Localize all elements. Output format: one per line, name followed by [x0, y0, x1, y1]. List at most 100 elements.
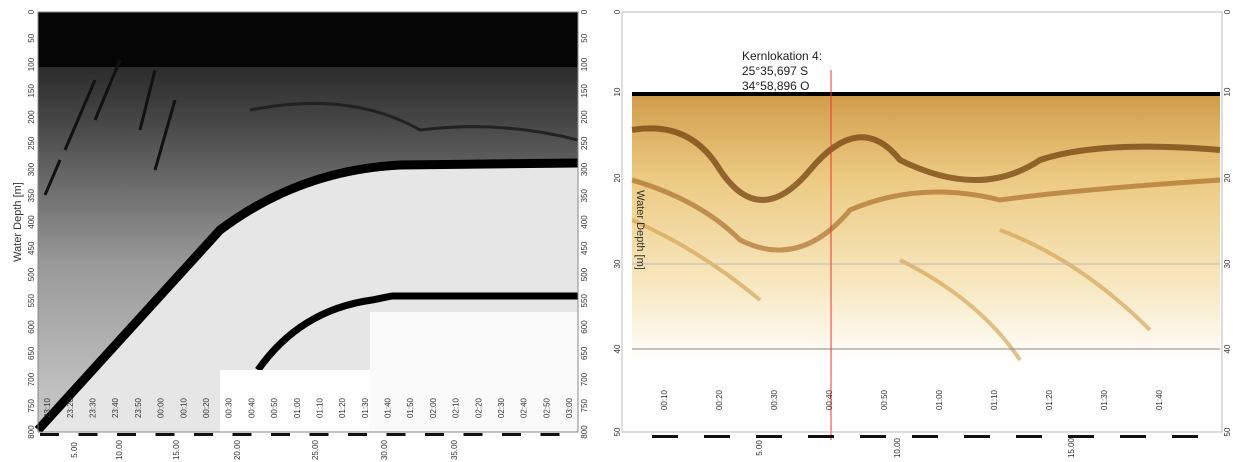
time-label: 00:30	[770, 389, 779, 410]
depth-tick-label: 600	[580, 320, 589, 334]
depth-tick-label: 750	[27, 399, 36, 413]
depth-tick-label: 400	[580, 215, 589, 229]
depth-tick-label: 300	[580, 162, 589, 176]
depth-tick-label: 200	[27, 110, 36, 124]
scale-bar	[704, 435, 730, 438]
depth-tick-label: 400	[27, 215, 36, 229]
time-label: 01:10	[990, 389, 999, 410]
time-label: 00:30	[225, 397, 234, 418]
scale-bar	[964, 435, 990, 438]
distance-label: 15.00	[172, 439, 181, 460]
time-label: 23:40	[111, 397, 120, 418]
depth-tick-label: 30	[613, 259, 622, 268]
scale-bar	[652, 435, 678, 438]
time-label: 00:00	[157, 397, 166, 418]
time-label: 00:50	[270, 397, 279, 418]
scale-bar	[271, 433, 290, 436]
depth-tick-label: 550	[27, 294, 36, 308]
scale-bar	[463, 433, 483, 436]
depth-tick-label: 500	[27, 267, 36, 281]
scale-bar	[232, 433, 252, 436]
scale-bar	[756, 435, 782, 438]
time-label: 01:30	[361, 397, 370, 418]
depth-tick-label: 300	[27, 162, 36, 176]
distance-label: 15.00	[1067, 437, 1076, 458]
depth-tick-label: 10	[1223, 87, 1232, 96]
scale-bar	[1120, 435, 1146, 438]
distance-label: 5.00	[70, 442, 79, 458]
depth-tick-label: 650	[580, 346, 589, 360]
time-label: 01:00	[293, 397, 302, 418]
scale-bar	[194, 433, 213, 436]
depth-tick-label: 50	[613, 427, 622, 436]
time-label: 00:40	[825, 389, 834, 410]
depth-tick-label: 450	[580, 241, 589, 255]
depth-tick-label: 0	[580, 9, 589, 14]
time-label: 01:30	[1100, 389, 1109, 410]
time-label: 02:50	[542, 397, 551, 418]
time-label: 23:10	[43, 397, 52, 418]
distance-label: 20.00	[233, 439, 242, 460]
time-label: 01:10	[315, 397, 324, 418]
time-label: 03:00	[565, 397, 574, 418]
depth-tick-label: 40	[1223, 344, 1232, 353]
time-label: 00:40	[247, 397, 256, 418]
depth-tick-label: 550	[580, 294, 589, 308]
time-label: 02:00	[429, 397, 438, 418]
scale-bar	[386, 433, 406, 436]
time-label: 02:20	[474, 397, 483, 418]
scale-bar	[348, 433, 367, 436]
depth-tick-label: 100	[27, 57, 36, 71]
depth-tick-label: 50	[580, 33, 589, 42]
time-label: 23:20	[66, 397, 75, 418]
left-echogram	[34, 11, 579, 434]
distance-label: 35.00	[450, 439, 459, 460]
depth-tick-label: 150	[27, 84, 36, 98]
scale-bar	[912, 435, 938, 438]
annotation: Kernlokation 4:	[742, 49, 822, 63]
depth-tick-label: 40	[613, 344, 622, 353]
annotation: 25°35,697 S	[742, 64, 808, 78]
annotation: 34°58,896 O	[742, 79, 810, 93]
time-label: 00:50	[880, 389, 889, 410]
time-label: 02:40	[520, 397, 529, 418]
depth-tick-label: 0	[613, 9, 622, 14]
y-axis-label: Water Depth [m]	[12, 182, 24, 262]
scale-bar	[860, 435, 886, 438]
time-label: 01:40	[1155, 389, 1164, 410]
depth-tick-label: 750	[580, 399, 589, 413]
depth-tick-label: 350	[27, 189, 36, 203]
time-label: 01:20	[1045, 389, 1054, 410]
depth-tick-label: 800	[580, 425, 589, 439]
depth-tick-label: 450	[27, 241, 36, 255]
time-label: 02:10	[452, 397, 461, 418]
depth-tick-label: 100	[580, 57, 589, 71]
time-label: 01:00	[935, 389, 944, 410]
scale-bar	[78, 433, 98, 436]
depth-tick-label: 350	[580, 189, 589, 203]
time-label: 01:40	[384, 397, 393, 418]
depth-tick-label: 50	[27, 33, 36, 42]
scale-bar	[309, 433, 329, 436]
depth-tick-label: 0	[1223, 9, 1232, 14]
time-label: 01:50	[406, 397, 415, 418]
scale-bar	[1068, 435, 1094, 438]
depth-tick-label: 250	[580, 136, 589, 150]
depth-tick-label: 20	[613, 173, 622, 182]
scale-bar	[502, 433, 521, 436]
scale-bar	[117, 433, 136, 436]
scale-bar	[40, 433, 59, 436]
depth-tick-label: 250	[27, 136, 36, 150]
distance-label: 25.00	[311, 439, 320, 460]
depth-tick-label: 150	[580, 84, 589, 98]
depth-tick-label: 700	[580, 372, 589, 386]
depth-tick-label: 0	[27, 9, 36, 14]
scale-bar	[1016, 435, 1042, 438]
scale-bar	[425, 433, 444, 436]
scale-bar	[1172, 435, 1198, 438]
distance-label: 5.00	[755, 440, 764, 456]
depth-tick-label: 650	[27, 346, 36, 360]
depth-tick-label: 20	[1223, 173, 1232, 182]
depth-tick-label: 200	[580, 110, 589, 124]
